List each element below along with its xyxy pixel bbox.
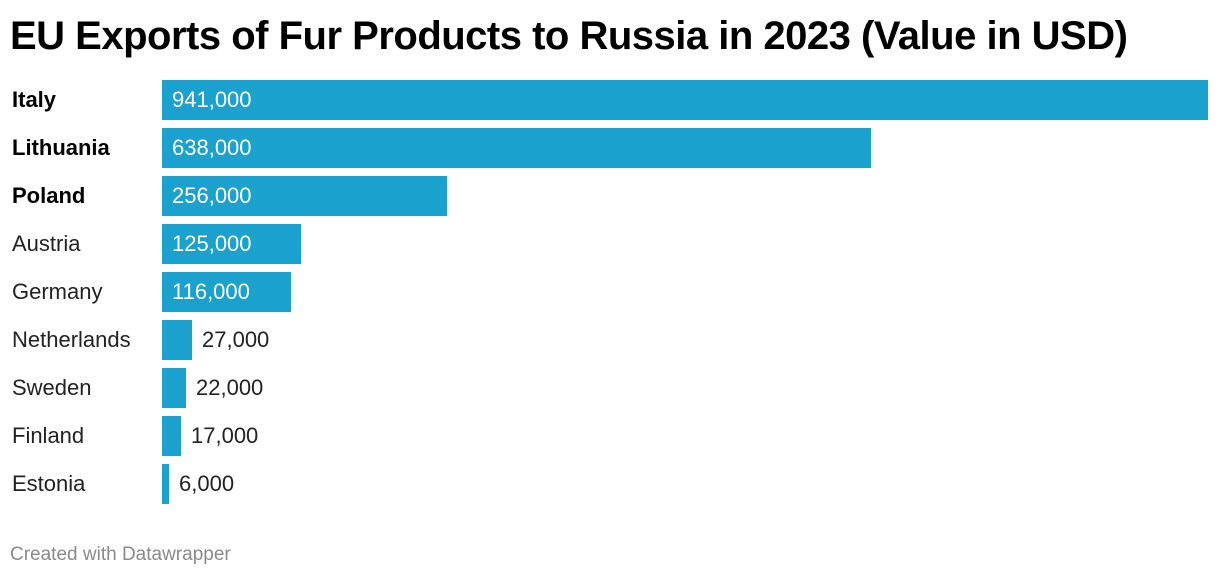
category-label: Sweden [12, 375, 92, 400]
bar [162, 464, 169, 504]
value-label: 116,000 [172, 279, 250, 304]
value-label: 256,000 [172, 183, 252, 208]
value-label: 941,000 [172, 87, 252, 112]
category-label: Lithuania [12, 135, 110, 160]
datawrapper-credit: Created with Datawrapper [10, 544, 231, 565]
bar-row: Finland 17,000 [0, 416, 1220, 456]
bar [162, 320, 192, 360]
value-label: 27,000 [202, 327, 270, 352]
category-label: Poland [12, 183, 86, 208]
bar-row: Netherlands 27,000 [0, 320, 1220, 360]
bar-row: Austria 125,000 [0, 224, 1220, 264]
category-label: Netherlands [12, 327, 131, 352]
bar [162, 368, 186, 408]
bar [162, 80, 1208, 120]
bar-row: Italy 941,000 [0, 80, 1220, 120]
chart-title: EU Exports of Fur Products to Russia in … [10, 14, 1128, 58]
bar-row: Poland 256,000 [0, 176, 1220, 216]
bar-chart: Italy 941,000 Lithuania 638,000 Poland 256,00… [0, 76, 1220, 516]
bar [162, 176, 447, 216]
category-label: Estonia [12, 471, 86, 496]
value-label: 17,000 [191, 423, 259, 448]
category-label: Italy [12, 87, 57, 112]
bar-row: Estonia 6,000 [0, 464, 1220, 504]
bar [162, 416, 181, 456]
bar [162, 272, 291, 312]
category-label: Finland [12, 423, 85, 448]
bar-row: Germany 116,000 [0, 272, 1220, 312]
value-label: 125,000 [172, 231, 252, 256]
value-label: 6,000 [179, 471, 235, 496]
value-label: 638,000 [172, 135, 252, 160]
bar [162, 224, 301, 264]
value-label: 22,000 [196, 375, 264, 400]
bar-row: Sweden 22,000 [0, 368, 1220, 408]
category-label: Austria [12, 231, 81, 256]
bar-row: Lithuania 638,000 [0, 128, 1220, 168]
category-label: Germany [12, 279, 103, 304]
bar [162, 128, 871, 168]
